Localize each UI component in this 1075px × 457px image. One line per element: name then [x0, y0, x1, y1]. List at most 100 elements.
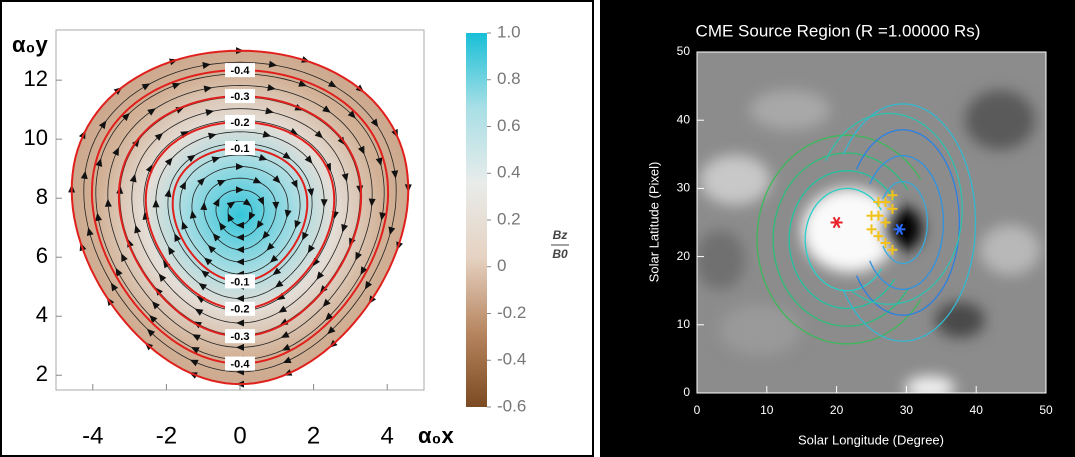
x-tick-label: 2: [307, 422, 320, 449]
arrowhead: [95, 212, 103, 222]
plus-marker: [880, 237, 891, 248]
arrowhead: [168, 246, 176, 256]
colorbar: [466, 33, 487, 407]
y-tick-label: 12: [24, 66, 48, 91]
x-tick-label: 0: [233, 422, 246, 449]
x-axis-label: Solar Longitude (Degree): [798, 432, 944, 447]
plus-marker: [866, 224, 877, 235]
contour-line: [772, 152, 909, 327]
plus-marker: [880, 217, 891, 228]
arrowhead: [307, 188, 315, 197]
arrowhead: [370, 118, 379, 128]
contour-label: -0.3: [231, 91, 250, 103]
arrowhead: [267, 84, 276, 91]
asterisk-marker: [830, 216, 843, 229]
arrowhead: [152, 199, 160, 208]
arrowhead: [252, 176, 262, 184]
arrowhead: [192, 334, 201, 342]
contour-label: -0.1: [231, 276, 250, 288]
arrowhead: [190, 347, 200, 354]
y-tick-label: 0: [683, 385, 690, 399]
arrowhead: [181, 221, 189, 230]
asterisk-marker: [893, 223, 906, 236]
contour-line: [756, 134, 922, 345]
arrowhead: [258, 154, 268, 161]
arrowhead: [201, 270, 210, 278]
arrowhead: [379, 212, 387, 221]
magnetogram: [697, 52, 1046, 393]
arrowhead: [164, 157, 173, 166]
y-tick-label: 50: [677, 44, 691, 58]
arrowhead: [236, 343, 245, 351]
contour-label-bg: [225, 301, 255, 316]
arrowhead: [257, 196, 264, 206]
arrowhead: [302, 231, 309, 241]
colorbar-tick-label: 0: [497, 256, 506, 275]
contour-label: -0.4: [231, 358, 251, 370]
arrowhead: [158, 273, 167, 283]
arrowhead: [272, 201, 280, 210]
colorbar-tick-label: -0.2: [497, 303, 526, 322]
arrowhead: [212, 233, 221, 242]
arrowhead: [95, 158, 103, 167]
arrowhead: [327, 326, 336, 335]
plus-marker: [887, 190, 898, 201]
x-tick-label: 10: [760, 403, 774, 417]
contour-label: -0.2: [231, 117, 250, 129]
arrowhead: [189, 210, 197, 219]
arrowhead: [316, 271, 325, 280]
plus-marker: [873, 231, 884, 242]
arrowhead: [151, 301, 160, 310]
arrowhead: [204, 257, 213, 266]
arrowhead: [274, 280, 284, 288]
arrowhead: [341, 223, 348, 233]
arrowhead: [235, 186, 244, 194]
colorbar-tick-label: 1.0: [497, 22, 521, 41]
arrowhead: [212, 198, 220, 207]
arrowhead: [179, 181, 186, 190]
arrowhead: [322, 298, 331, 308]
arrowhead: [198, 282, 208, 291]
contour-label-bg: [225, 115, 255, 130]
contour-label-bg: [225, 274, 255, 289]
arrowhead: [391, 170, 399, 179]
arrowhead: [171, 82, 181, 90]
arrowhead: [282, 151, 291, 160]
arrowhead: [256, 220, 264, 229]
chart-title: CME Source Region (R =1.00000 Rs): [696, 21, 981, 40]
y-tick-label: 6: [36, 243, 48, 268]
y-tick-label: 20: [677, 249, 691, 263]
x-tick-label: 30: [900, 403, 914, 417]
arrowhead: [141, 83, 151, 91]
arrowhead: [121, 112, 130, 122]
x-tick-label: -4: [82, 422, 103, 449]
arrowhead: [202, 62, 211, 69]
arrowhead: [281, 343, 291, 351]
arrowhead: [115, 267, 123, 277]
arrowhead: [276, 292, 286, 301]
arrowhead: [248, 211, 256, 221]
arrowhead: [162, 259, 171, 269]
arrowhead: [236, 319, 245, 327]
y-tick-label: 10: [677, 317, 691, 331]
arrowhead: [146, 328, 156, 337]
arrowhead: [194, 308, 204, 316]
arrowhead: [327, 80, 337, 88]
arrowhead: [347, 110, 356, 119]
contour-label-bg: [225, 356, 255, 371]
arrowhead: [314, 130, 324, 139]
arrowhead: [134, 224, 141, 234]
arrowhead: [110, 282, 119, 292]
arrowhead: [294, 219, 302, 229]
arrowhead: [104, 198, 112, 207]
arrowhead: [280, 331, 290, 338]
arrowhead: [375, 157, 383, 166]
arrowhead: [187, 154, 196, 163]
arrowhead: [200, 201, 208, 211]
x-tick-label: 40: [970, 403, 984, 417]
colorbar-label: Bz: [553, 228, 568, 242]
contour-label: -0.4: [231, 65, 251, 77]
arrowhead: [235, 163, 244, 171]
arrowhead: [320, 199, 328, 208]
